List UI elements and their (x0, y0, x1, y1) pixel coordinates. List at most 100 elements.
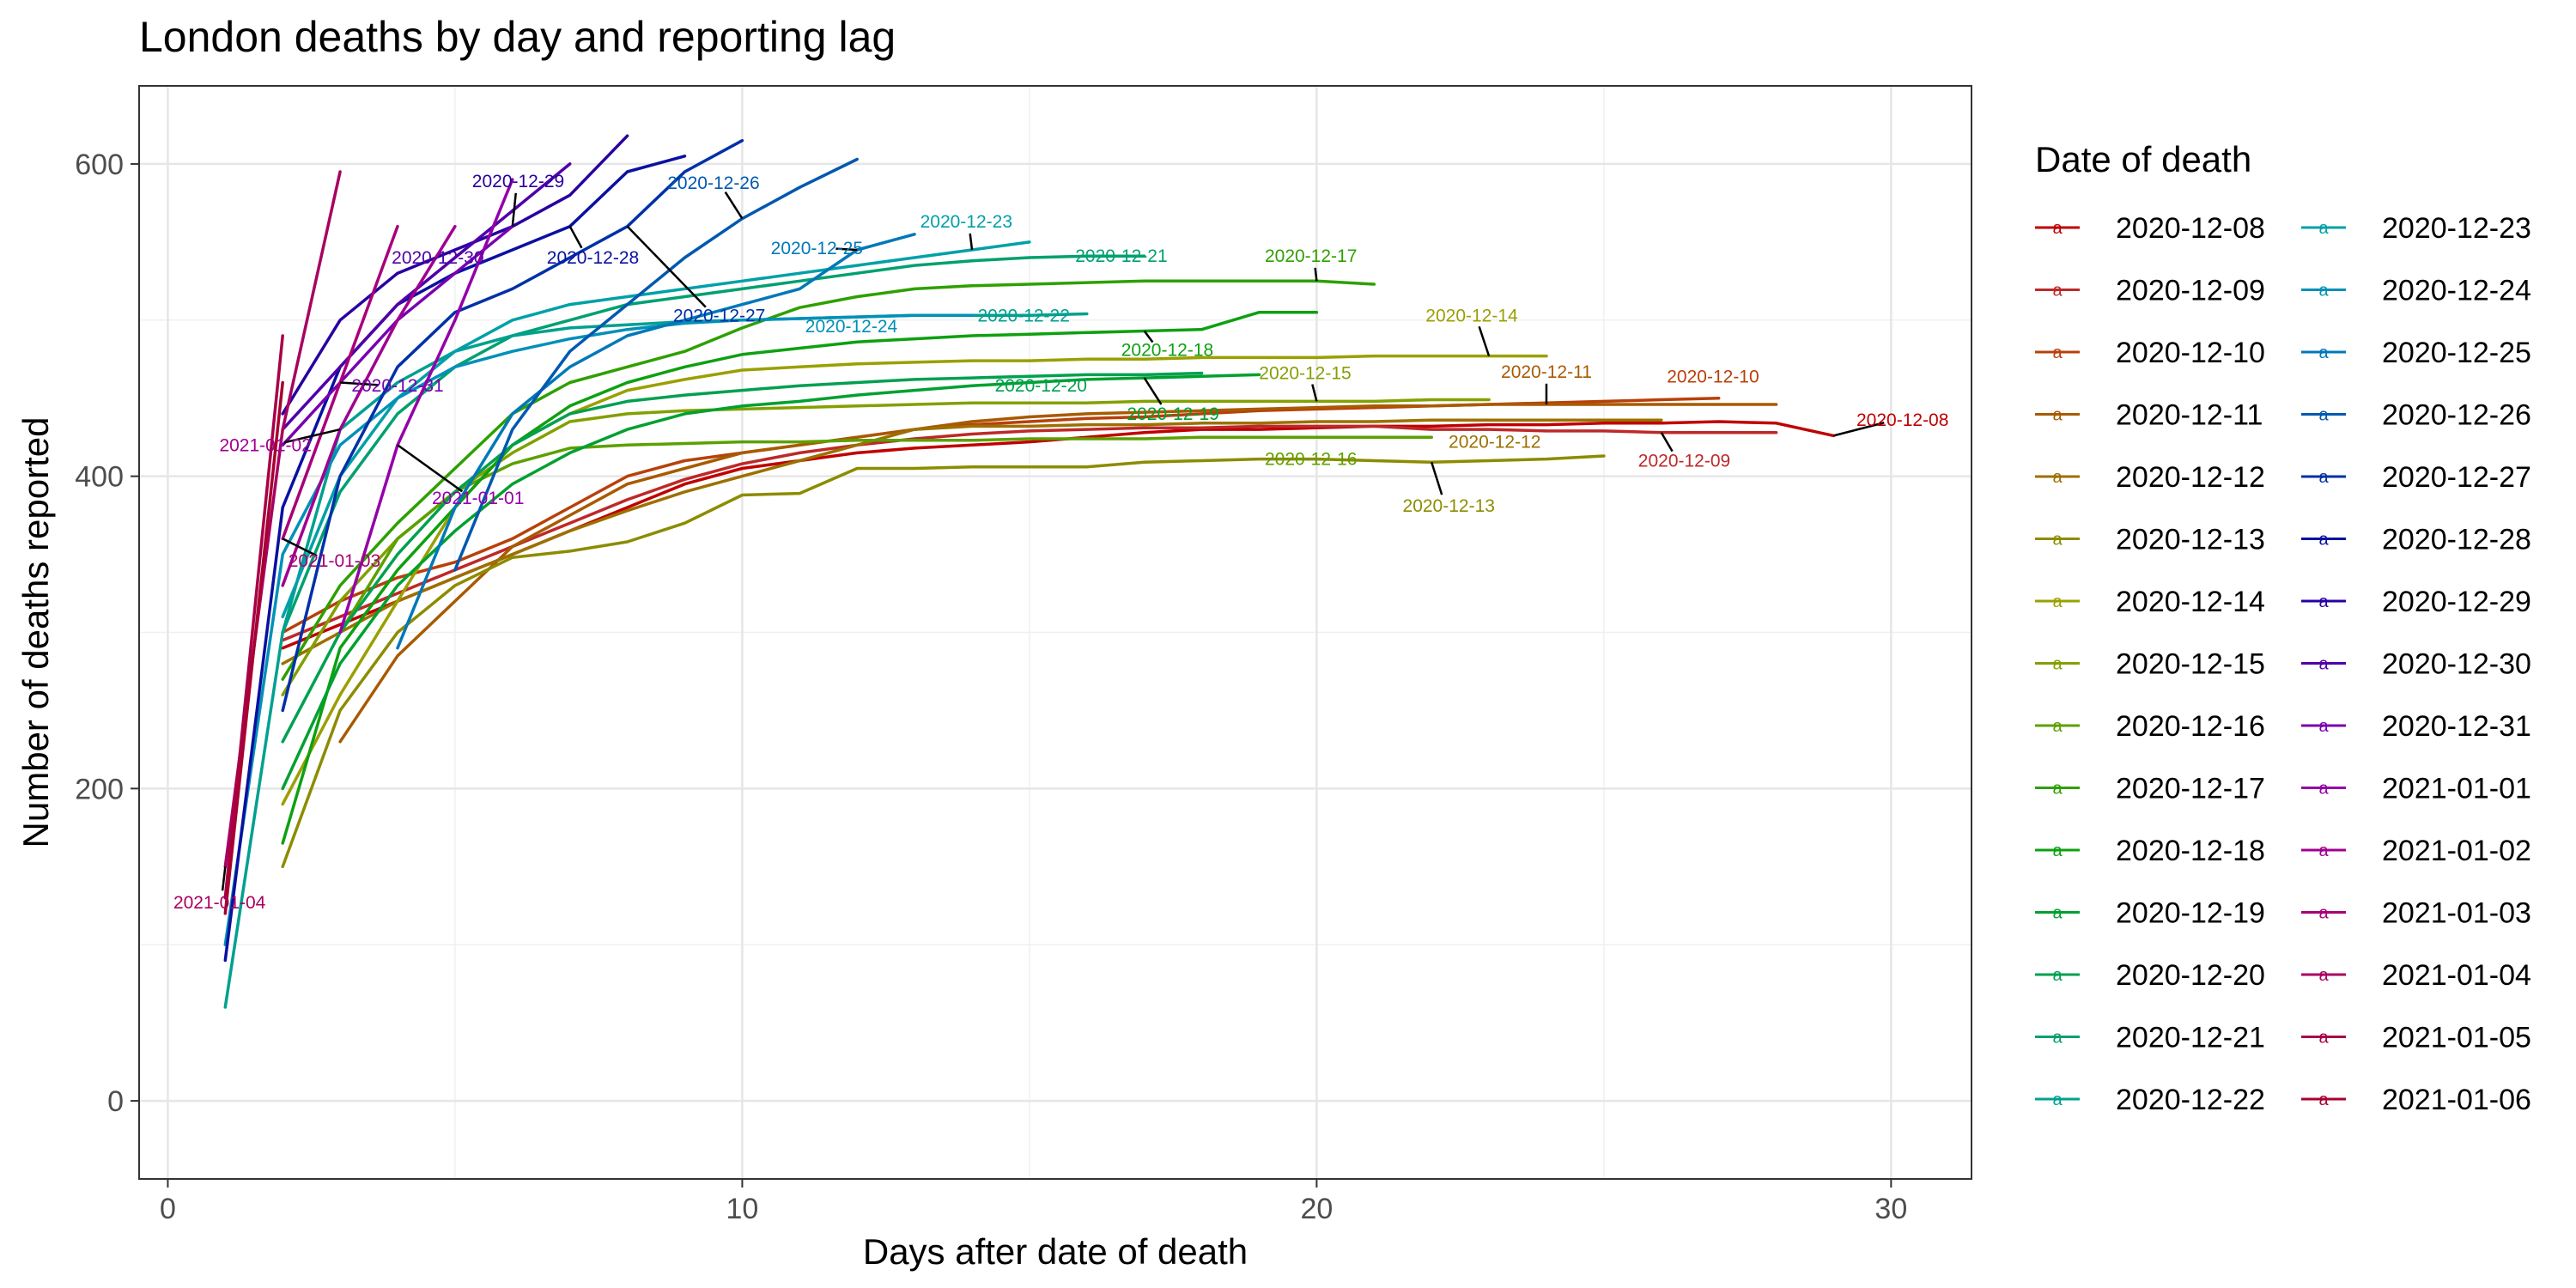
y-tick-label: 400 (75, 461, 124, 494)
legend-label: 2020-12-10 (2116, 337, 2265, 369)
legend-key-glyph: a (2318, 780, 2329, 799)
label-leader-line (282, 538, 318, 557)
series-label: 2020-12-31 (351, 376, 443, 396)
series-label: 2021-01-02 (219, 435, 311, 455)
legend-key-glyph: a (2052, 219, 2063, 238)
legend-label: 2020-12-26 (2382, 399, 2531, 432)
series-label: 2020-12-29 (472, 172, 564, 191)
series-label: 2020-12-26 (667, 173, 759, 193)
series-line (338, 403, 1778, 744)
series-label: 2020-12-14 (1425, 306, 1518, 325)
legend-item: a 2020-12-11 (2035, 399, 2263, 432)
label-leader-line (511, 192, 517, 227)
legend-label: 2020-12-14 (2116, 586, 2265, 618)
y-tick-label: 200 (75, 773, 124, 805)
series-line (281, 418, 1663, 665)
series-label: 2020-12-23 (920, 212, 1012, 232)
legend-item: a 2020-12-23 (2301, 212, 2531, 245)
series-line (281, 240, 1031, 619)
series-line (281, 398, 1491, 696)
label-leader-line (397, 444, 464, 493)
series-label: 2021-01-01 (432, 489, 524, 508)
label-leader-line (626, 225, 707, 308)
series-line (223, 313, 974, 946)
legend-item: a 2020-12-27 (2301, 461, 2531, 494)
legend-item: a 2020-12-21 (2035, 1022, 2265, 1054)
x-axis-title: Days after date of death (863, 1231, 1248, 1272)
series-label: 2020-12-28 (547, 248, 639, 268)
legend-key-glyph: a (2052, 841, 2063, 860)
legend-item: a 2020-12-28 (2301, 524, 2531, 556)
series-label: 2020-12-08 (1856, 410, 1948, 430)
series-line (453, 157, 859, 572)
legend-key-glyph: a (2318, 717, 2329, 736)
series-line (281, 224, 399, 541)
legend-item: a 2021-01-06 (2301, 1084, 2531, 1116)
legend-key-glyph: a (2318, 406, 2329, 425)
label-leader-line (1430, 461, 1443, 495)
legend-label: 2020-12-28 (2382, 524, 2531, 556)
legend-item: a 2020-12-12 (2035, 461, 2265, 494)
legend-item: a 2020-12-14 (2035, 586, 2265, 618)
series-labels: 2020-12-08 2020-12-09 2020-12-10 2020-12-11… (173, 172, 1948, 913)
label-leader-line (1143, 377, 1163, 405)
legend-item: a 2021-01-05 (2301, 1022, 2531, 1054)
legend-key-glyph: a (2318, 966, 2329, 985)
label-leader-line (340, 381, 380, 386)
legend-item: a 2021-01-01 (2301, 773, 2531, 805)
series-label: 2020-12-22 (977, 306, 1069, 325)
series-label: 2020-12-27 (673, 306, 765, 325)
y-axis-title: Number of deaths reported (15, 417, 56, 848)
chart-title: London deaths by day and reporting lag (139, 13, 896, 61)
legend-label: 2020-12-25 (2382, 337, 2531, 369)
legend-label: 2021-01-06 (2382, 1084, 2531, 1116)
legend-item: a 2020-12-26 (2301, 399, 2531, 432)
series-label: 2020-12-17 (1265, 246, 1357, 266)
x-tick-label: 30 (1874, 1193, 1907, 1225)
legend-key-glyph: a (2318, 592, 2329, 611)
legend-key-glyph: a (2052, 1029, 2063, 1048)
legend-key-glyph: a (2318, 841, 2329, 860)
label-leader-line (283, 428, 341, 444)
legend-label: 2020-12-13 (2116, 524, 2265, 556)
series-lines (223, 134, 1836, 1009)
series-line (223, 380, 284, 915)
legend-label: 2020-12-11 (2116, 399, 2263, 432)
series-line (281, 138, 744, 713)
series-label: 2020-12-21 (1075, 246, 1167, 266)
legend-key-glyph: a (2318, 282, 2329, 301)
legend-key-glyph: a (2052, 655, 2063, 674)
legend-key-glyph: a (2052, 406, 2063, 425)
legend-label: 2021-01-03 (2382, 897, 2531, 930)
series-line (281, 371, 1204, 744)
series-line (281, 454, 1606, 869)
legend-label: 2020-12-18 (2116, 835, 2265, 867)
series-label: 2020-12-20 (995, 376, 1087, 396)
legend: Date of death a 2020-12-08 a 2020-12-09 a 202… (2035, 139, 2531, 1116)
legend-label: 2020-12-22 (2116, 1084, 2265, 1116)
label-leader-line (221, 866, 227, 891)
label-leader-line (568, 226, 583, 249)
series-line (396, 233, 916, 650)
x-tick-label: 0 (160, 1193, 176, 1225)
label-leader-line (835, 247, 858, 252)
legend-item: a 2020-12-29 (2301, 586, 2531, 618)
series-line (281, 162, 572, 431)
series-line (281, 373, 1261, 791)
legend-item: a 2020-12-13 (2035, 524, 2265, 556)
label-leader-line (1660, 432, 1674, 453)
legend-label: 2021-01-01 (2382, 773, 2531, 805)
legend-key-glyph: a (2052, 966, 2063, 985)
series-label: 2020-12-13 (1403, 496, 1495, 516)
series-label: 2021-01-03 (289, 551, 380, 571)
x-tick-label: 20 (1300, 1193, 1333, 1225)
series-line (281, 424, 1778, 642)
legend-key-glyph: a (2052, 343, 2063, 362)
legend-label: 2020-12-15 (2116, 648, 2265, 681)
series-label: 2020-12-30 (392, 248, 483, 268)
series-label: 2021-01-04 (173, 893, 266, 913)
legend-item: a 2020-12-24 (2301, 275, 2531, 307)
series-line (338, 178, 514, 635)
legend-label: 2021-01-04 (2382, 959, 2531, 992)
